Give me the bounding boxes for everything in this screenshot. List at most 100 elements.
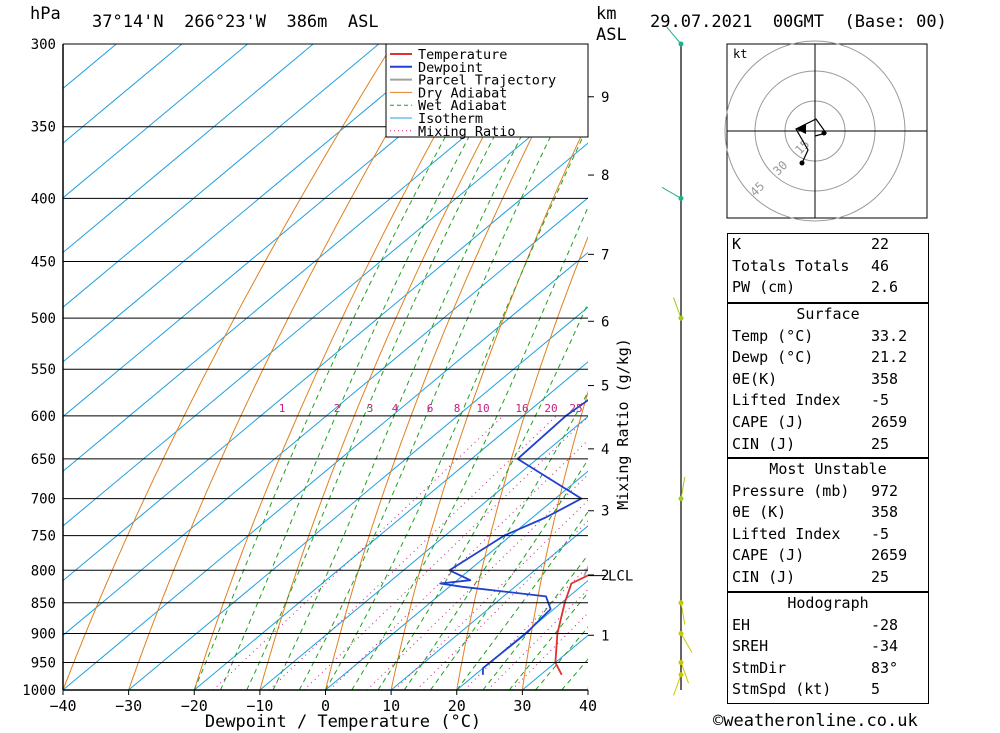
legend-entry: Dewpoint (418, 60, 483, 76)
isotherm-line (390, 525, 588, 690)
wind-barb (680, 662, 689, 684)
mixing-ratio-label: 16 (515, 402, 528, 415)
wind-profile (661, 26, 693, 696)
row-value: 83° (871, 658, 899, 677)
mixing-ratio-label: 10 (476, 402, 489, 415)
height-tick-label: 6 (601, 314, 609, 330)
isotherm-line (63, 44, 445, 363)
isotherm-line (63, 87, 588, 527)
mixing-ratio-label: 1 (279, 402, 286, 415)
row-label: Lifted Index (732, 391, 841, 410)
hodograph-table: Hodograph EH -28 SREH -34 StmDir 83° StmSpd… (727, 592, 929, 704)
row-label: Totals Totals (732, 256, 850, 275)
row-label: SREH (732, 637, 769, 656)
table-row: Lifted Index -5 (728, 390, 928, 412)
dry-adiabat-line (128, 44, 440, 690)
isotherm-line (63, 44, 511, 418)
row-value: -5 (871, 391, 890, 410)
lcl-label: LCL (608, 569, 633, 585)
row-value: -34 (871, 637, 899, 656)
dry-adiabat-line (63, 44, 394, 690)
row-value: 22 (871, 235, 890, 253)
temperature-tick-label: 20 (448, 697, 466, 715)
pressure-tick-label: 550 (31, 362, 56, 378)
storm-motion-arrow (796, 124, 806, 134)
table-row: EH -28 (728, 615, 928, 637)
datetime-title: 29.07.2021 00GMT (Base: 00) (650, 12, 947, 32)
legend-entry: Parcel Trajectory (418, 73, 556, 89)
pressure-tick-label: 500 (31, 311, 56, 327)
pressure-tick-label: 600 (31, 409, 56, 425)
location-title: 37°14'N 266°23'W 386m ASL (92, 12, 379, 32)
table-row: CAPE (J) 2659 (728, 545, 928, 567)
legend-box (385, 43, 589, 138)
dry-adiabat-line (325, 44, 580, 690)
sounding-series (439, 399, 588, 676)
mixing-ratio-label: 25 (569, 402, 582, 415)
table-row: θE(K) 358 (728, 369, 928, 391)
height-tick-label: 8 (601, 168, 609, 184)
row-label: CIN (J) (732, 567, 796, 586)
row-label: θE(K) (732, 369, 778, 388)
most-unstable-table: Most Unstable Pressure (mb) 972 θE (K) 358… (727, 458, 929, 592)
row-label: CAPE (J) (732, 546, 805, 565)
most-unstable-title: Most Unstable (769, 460, 887, 478)
height-tick-label: 4 (601, 442, 609, 458)
pressure-tick-label: 700 (31, 492, 56, 508)
row-value: -5 (871, 524, 890, 543)
table-row: SREH -34 (728, 636, 928, 658)
wind-barb (666, 26, 682, 45)
temperature-tick-label: 40 (579, 697, 597, 715)
table-row: K 22 (728, 234, 928, 256)
row-label: EH (732, 615, 751, 634)
row-value: 33.2 (871, 326, 908, 345)
wet-adiabat-line (430, 458, 588, 690)
height-tick-label: 5 (601, 379, 609, 395)
isotherm-line (259, 415, 588, 690)
wind-barb (673, 297, 682, 319)
row-value: 2659 (871, 546, 908, 565)
table-row: CAPE (J) 2659 (728, 412, 928, 434)
wind-barb (673, 674, 682, 696)
dewpoint-line (439, 399, 588, 675)
hodograph-point (821, 130, 827, 136)
pressure-tick-label: 450 (31, 255, 56, 271)
height-unit-label: km (596, 4, 617, 24)
temperature-tick-label: 30 (513, 697, 531, 715)
height-unit-label-asl: ASL (596, 25, 627, 45)
isotherm-line (63, 44, 117, 90)
table-row: PW (cm) 2.6 (728, 277, 928, 299)
height-tick-label: 7 (601, 247, 609, 263)
wet-adiabat-line (220, 44, 520, 690)
mixing-ratio-label: 4 (392, 402, 399, 415)
table-row: Dewp (°C) 21.2 (728, 347, 928, 369)
pressure-tick-label: 350 (31, 120, 56, 136)
temperature-tick-label: 10 (382, 697, 400, 715)
dry-adiabat-line (259, 44, 533, 690)
legend-entry: Wet Adiabat (418, 98, 507, 114)
isotherm-line (63, 44, 314, 254)
row-value: 2659 (871, 412, 908, 431)
row-value: 46 (871, 256, 890, 275)
isotherm-line (63, 44, 577, 472)
legend-entry: Isotherm (418, 111, 483, 127)
isotherm-line (63, 44, 183, 144)
wet-adiabat-line (456, 510, 588, 690)
isotherm-line (63, 142, 588, 582)
wet-adiabat-line (193, 44, 498, 690)
row-label: K (732, 235, 742, 253)
row-label: Pressure (mb) (732, 481, 850, 500)
table-row: CIN (J) 25 (728, 567, 928, 589)
pressure-tick-label: 800 (31, 563, 56, 579)
dry-adiabat-line (974, 44, 1000, 690)
table-row: Lifted Index -5 (728, 524, 928, 546)
pressure-tick-label: 850 (31, 596, 56, 612)
legend-entry: Temperature (418, 47, 507, 63)
hodograph-title: Hodograph (787, 594, 869, 612)
row-value: 358 (871, 369, 899, 388)
row-value: 21.2 (871, 348, 908, 367)
table-row: StmDir 83° (728, 658, 928, 680)
mixing-ratio-line (268, 415, 557, 690)
